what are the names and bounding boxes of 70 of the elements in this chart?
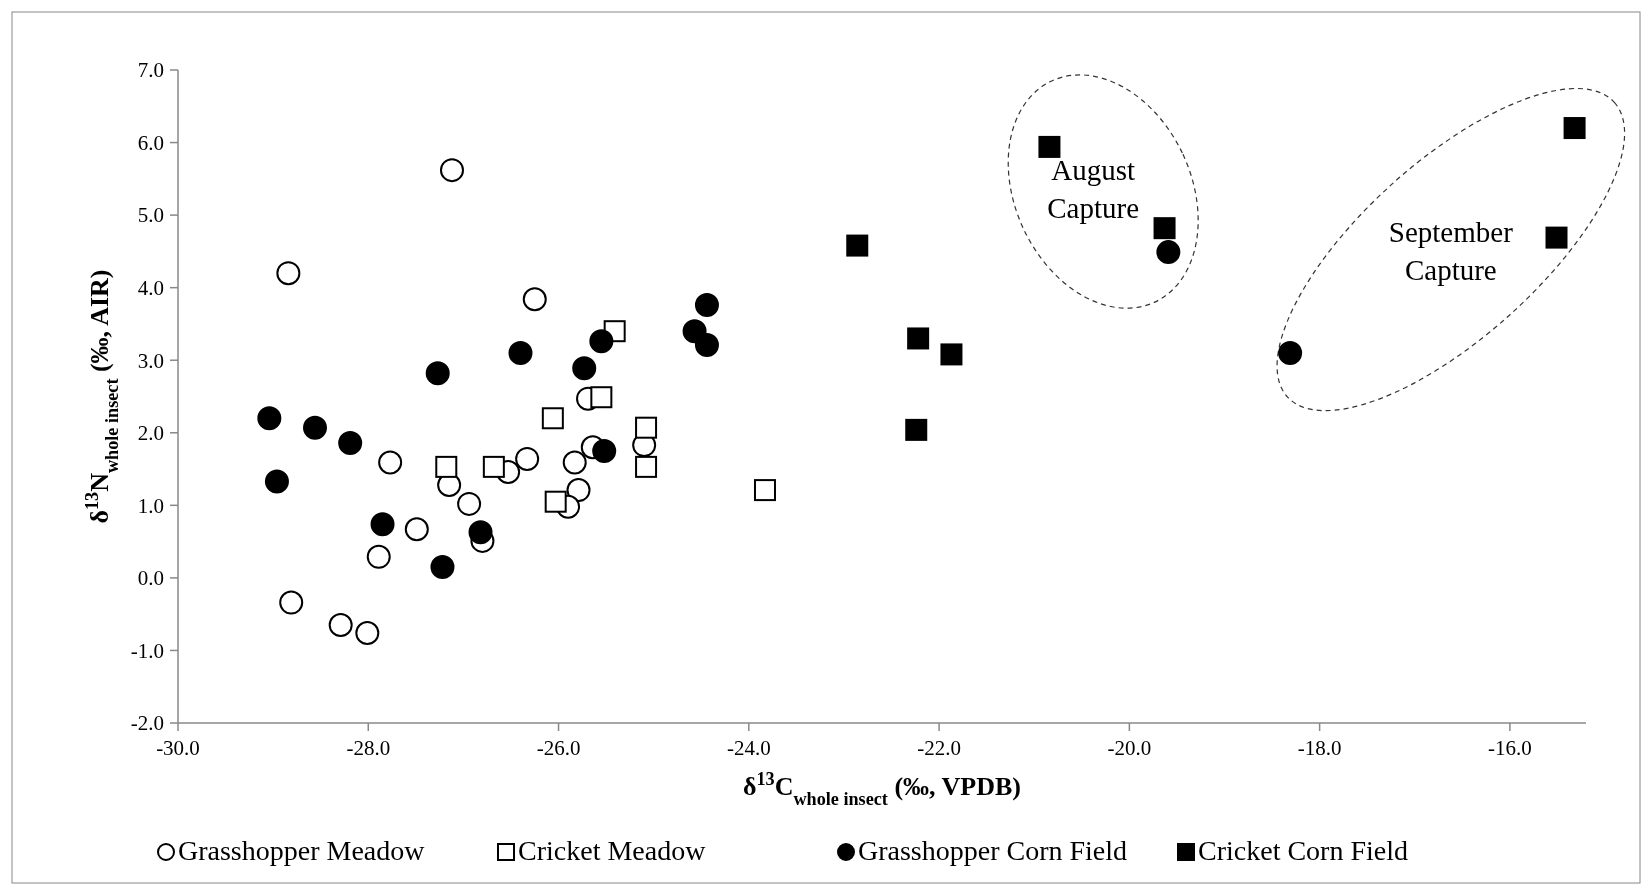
x-tick-label: -28.0 — [346, 736, 391, 760]
y-tick-label: 7.0 — [137, 58, 164, 83]
point — [303, 415, 327, 440]
point — [328, 613, 353, 638]
legend-label: Cricket Corn Field — [1198, 835, 1408, 866]
point — [541, 407, 564, 430]
point — [694, 332, 719, 357]
legend-label: Cricket Meadow — [518, 835, 707, 866]
y-tick-label: 0.0 — [137, 566, 164, 591]
point — [589, 329, 614, 354]
x-tick-label: -30.0 — [156, 736, 200, 760]
point — [468, 520, 493, 545]
y-tick-label: 1.0 — [137, 493, 164, 518]
y-tick-label: 2.0 — [137, 421, 164, 446]
point — [905, 418, 928, 441]
x-tick-label: -22.0 — [917, 736, 961, 760]
y-tick-label: 4.0 — [137, 276, 164, 301]
point — [566, 478, 591, 503]
point — [1545, 226, 1568, 249]
point — [378, 450, 403, 475]
annotation: August Capture — [1047, 153, 1140, 224]
point — [635, 455, 658, 478]
y-tick-label: -2.0 — [130, 711, 164, 736]
point — [276, 261, 301, 286]
point — [590, 386, 613, 409]
point — [1278, 340, 1303, 365]
point — [635, 416, 658, 439]
x-tick-label: -18.0 — [1297, 736, 1342, 760]
y-tick-label: 6.0 — [137, 130, 164, 155]
x-tick-label: -20.0 — [1107, 736, 1152, 760]
point — [592, 438, 617, 463]
point — [355, 621, 380, 646]
y-tick-label: 5.0 — [137, 203, 164, 228]
x-tick-label: -26.0 — [536, 736, 581, 760]
point — [515, 446, 540, 471]
point — [425, 361, 450, 386]
point — [435, 455, 458, 478]
point — [940, 343, 963, 366]
point — [544, 490, 567, 513]
point — [846, 234, 869, 257]
y-tick-label: -1.0 — [130, 638, 164, 663]
point — [338, 430, 363, 455]
point — [572, 356, 597, 381]
point — [482, 455, 505, 478]
legend-label: Grasshopper Corn Field — [858, 835, 1128, 866]
x-axis-title: δ$^{13}$C$_{whole insect}$ (‰, VPDB) — [742, 769, 1022, 809]
point — [430, 555, 455, 580]
point — [1153, 217, 1176, 240]
point — [753, 479, 776, 502]
point — [264, 469, 289, 494]
point — [366, 544, 391, 569]
point — [404, 517, 429, 542]
point — [562, 450, 587, 475]
point — [1156, 240, 1181, 265]
point — [279, 590, 304, 615]
x-tick-label: -24.0 — [726, 736, 771, 760]
point — [522, 287, 547, 312]
point — [1563, 117, 1586, 140]
point — [694, 293, 719, 318]
point — [439, 158, 464, 183]
annotation: September Capture — [1388, 215, 1514, 286]
point — [508, 340, 533, 365]
point — [457, 491, 482, 516]
point — [907, 327, 930, 350]
x-tick-label: -16.0 — [1488, 736, 1532, 760]
point — [370, 512, 395, 537]
y-tick-label: 3.0 — [137, 348, 164, 373]
legend-label: Grasshopper Meadow — [178, 835, 426, 866]
point — [1038, 135, 1061, 158]
point — [257, 406, 282, 431]
